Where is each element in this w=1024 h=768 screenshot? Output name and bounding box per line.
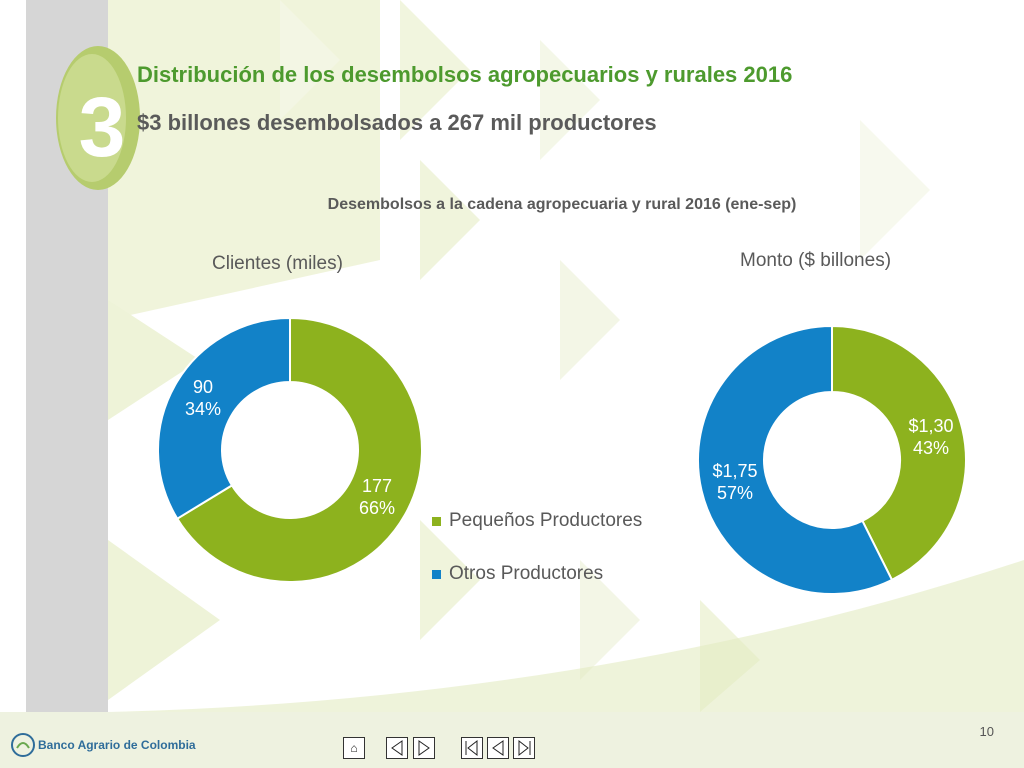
donut-chart-monto (697, 324, 967, 595)
page-number: 10 (979, 724, 994, 739)
back-icon[interactable] (487, 737, 509, 759)
chart-2-subtitle: Monto ($ billones) (740, 250, 892, 271)
chart-1-percent-otros: 34% (184, 399, 222, 419)
legend-item-otros: Otros Productores (432, 563, 642, 585)
bank-logo-text: Banco Agrario de Colombia (38, 738, 196, 752)
legend-item-pequenos: Pequeños Productores (432, 510, 642, 532)
chart-1-value-pequenos: 177 (361, 476, 393, 496)
section-number: 3 (79, 80, 126, 174)
legend-label-pequenos: Pequeños Productores (449, 510, 643, 531)
slice-clientes-otros (157, 316, 291, 521)
chart-2-value-otros: $1,75 (712, 461, 758, 481)
chart-1-label-otros: 90 34% (163, 376, 243, 420)
chart-1-subtitle: Clientes (miles) (212, 253, 343, 274)
chart-2-percent-pequenos: 43% (912, 438, 950, 458)
chart-2-label-otros: $1,75 57% (695, 460, 775, 504)
slice-monto-pequenos (831, 324, 967, 582)
next-icon[interactable] (413, 737, 435, 759)
legend-swatch-blue (432, 569, 441, 579)
prev-icon[interactable] (386, 737, 408, 759)
first-icon[interactable] (461, 737, 483, 759)
slice-clientes-pequenos (175, 316, 423, 583)
chart-2-value-pequenos: $1,30 (908, 416, 954, 436)
bank-logo-icon (11, 733, 35, 757)
legend-label-otros: Otros Productores (449, 563, 604, 584)
page-title: Distribución de los desembolsos agropecu… (137, 62, 793, 87)
home-icon[interactable]: ⌂ (343, 737, 365, 759)
chart-2-percent-otros: 57% (716, 483, 754, 503)
slice-monto-otros (697, 324, 894, 595)
section-number-badge: 3 (56, 46, 140, 190)
legend: Pequeños Productores Otros Productores (432, 510, 642, 585)
page-subtitle: $3 billones desembolsados a 267 mil prod… (137, 110, 657, 135)
chart-1-value-otros: 90 (192, 377, 214, 397)
chart-1-label-pequenos: 177 66% (337, 475, 417, 519)
legend-swatch-green (432, 516, 441, 526)
chart-title: Desembolsos a la cadena agropecuaria y r… (327, 196, 797, 213)
footer-band (0, 712, 1024, 768)
donut-chart-clientes (157, 316, 423, 583)
chart-2-label-pequenos: $1,30 43% (891, 415, 971, 459)
chart-1-percent-pequenos: 66% (358, 498, 396, 518)
last-icon[interactable] (513, 737, 535, 759)
